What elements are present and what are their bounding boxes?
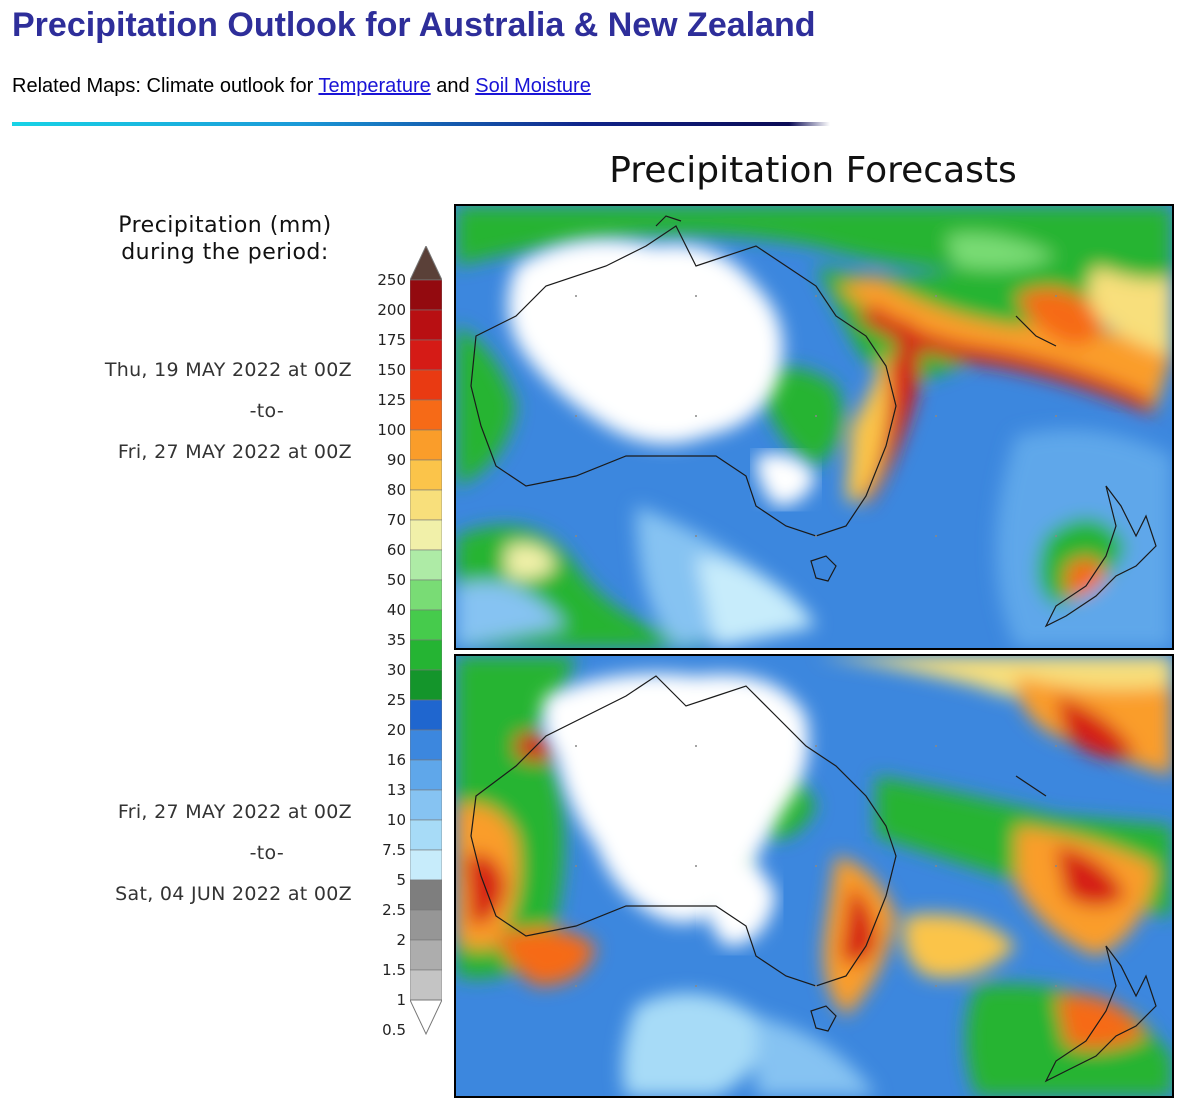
colorbar-swatch	[410, 579, 442, 611]
period-2-end: Sat, 04 JUN 2022 at 00Z	[115, 883, 352, 905]
colorbar-swatch	[410, 849, 442, 881]
colorbar-label: 20	[386, 721, 406, 739]
colorbar-swatch	[410, 969, 442, 1001]
period-1-label: Thu, 19 MAY 2022 at 00Z -to- Fri, 27 MAY…	[105, 350, 352, 473]
colorbar-label: 150	[377, 361, 406, 379]
related-maps-and: and	[436, 75, 470, 97]
colorbar-label: 35	[386, 631, 406, 649]
colorbar-swatch	[410, 309, 442, 341]
colorbar-swatch	[410, 879, 442, 911]
colorbar-max-triangle	[410, 246, 442, 281]
colorbar	[410, 246, 442, 1036]
colorbar-swatch	[410, 519, 442, 551]
colorbar-label: 40	[386, 601, 406, 619]
related-maps: Related Maps: Climate outlook for Temper…	[12, 75, 591, 98]
page-title: Precipitation Outlook for Australia & Ne…	[12, 6, 816, 44]
colorbar-label: 25	[386, 691, 406, 709]
period-2-separator: -to-	[249, 842, 284, 864]
colorbar-swatch	[410, 789, 442, 821]
colorbar-swatch	[410, 639, 442, 671]
colorbar-label: 80	[386, 481, 406, 499]
legend-title-line-1: Precipitation (mm)	[118, 213, 332, 238]
colorbar-swatch	[410, 459, 442, 491]
period-1-end: Fri, 27 MAY 2022 at 00Z	[117, 441, 352, 463]
colorbar-swatch	[410, 729, 442, 761]
colorbar-label: 100	[377, 421, 406, 439]
colorbar-label: 16	[386, 751, 406, 769]
colorbar-label: 10	[386, 811, 406, 829]
temperature-link[interactable]: Temperature	[318, 75, 431, 97]
colorbar-label: 5	[396, 871, 406, 889]
colorbar-label: 60	[386, 541, 406, 559]
colorbar-label: 125	[377, 391, 406, 409]
legend-title-line-2: during the period:	[121, 240, 329, 265]
soil-moisture-link[interactable]: Soil Moisture	[475, 75, 591, 97]
forecast-map-period-2	[454, 654, 1174, 1098]
colorbar-swatch	[410, 819, 442, 851]
colorbar-label: 1	[396, 991, 406, 1009]
colorbar-swatch	[410, 609, 442, 641]
colorbar-label: 175	[377, 331, 406, 349]
colorbar-swatch	[410, 369, 442, 401]
colorbar-swatch	[410, 489, 442, 521]
period-2-start: Fri, 27 MAY 2022 at 00Z	[117, 801, 352, 823]
colorbar-swatch	[410, 909, 442, 941]
colorbar-swatch	[410, 759, 442, 791]
colorbar-label: 7.5	[382, 841, 406, 859]
gradient-divider	[12, 122, 830, 126]
colorbar-label: 250	[377, 271, 406, 289]
colorbar-swatch	[410, 399, 442, 431]
related-maps-prefix: Related Maps: Climate outlook for	[12, 75, 314, 97]
figure-title: Precipitation Forecasts	[609, 150, 1017, 191]
colorbar-label: 1.5	[382, 961, 406, 979]
colorbar-label: 50	[386, 571, 406, 589]
forecast-map-period-1	[454, 204, 1174, 650]
colorbar-label: 30	[386, 661, 406, 679]
colorbar-label: 2	[396, 931, 406, 949]
colorbar-swatch	[410, 699, 442, 731]
colorbar-swatch	[410, 429, 442, 461]
colorbar-label: 2.5	[382, 901, 406, 919]
period-1-separator: -to-	[249, 400, 284, 422]
colorbar-label: 200	[377, 301, 406, 319]
colorbar-swatch	[410, 939, 442, 971]
colorbar-label: 13	[386, 781, 406, 799]
period-2-label: Fri, 27 MAY 2022 at 00Z -to- Sat, 04 JUN…	[115, 792, 352, 915]
colorbar-min-triangle	[410, 999, 442, 1036]
colorbar-label: 90	[386, 451, 406, 469]
period-1-start: Thu, 19 MAY 2022 at 00Z	[104, 359, 352, 381]
colorbar-swatch	[410, 339, 442, 371]
colorbar-label: 70	[386, 511, 406, 529]
legend-title: Precipitation (mm) during the period:	[60, 212, 390, 266]
colorbar-swatch	[410, 669, 442, 701]
colorbar-label: 0.5	[382, 1021, 406, 1039]
colorbar-swatch	[410, 279, 442, 311]
colorbar-swatch	[410, 549, 442, 581]
